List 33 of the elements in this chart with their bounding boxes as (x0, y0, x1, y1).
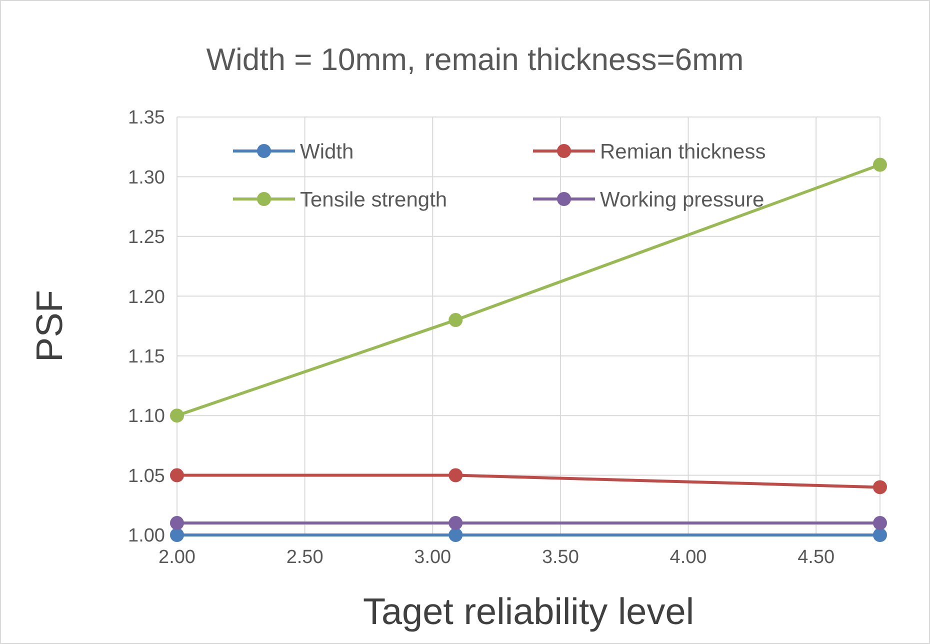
x-tick-label: 4.50 (798, 547, 835, 568)
point (873, 480, 887, 494)
point (448, 516, 463, 530)
x-tick-label: 2.50 (286, 547, 324, 568)
legend-label: Working pressure (600, 188, 764, 212)
point (873, 158, 887, 172)
legend-label: Remian thickness (600, 140, 766, 164)
point (448, 313, 463, 328)
y-tick-label: 1.30 (128, 167, 165, 188)
y-tick-label: 1.20 (128, 286, 165, 308)
chart-title: Width = 10mm, remain thickness=6mm (206, 42, 744, 77)
point (170, 528, 184, 542)
x-tick-label: 4.00 (670, 547, 707, 568)
y-tick-label: 1.25 (128, 227, 165, 248)
x-axis-title: Taget reliability level (362, 591, 694, 632)
y-tick-label: 1.35 (128, 108, 165, 129)
legend-label: Tensile strength (300, 188, 448, 212)
point (448, 468, 463, 482)
y-axis-title: PSF (29, 290, 70, 362)
point (873, 516, 887, 530)
y-tick-label: 1.10 (128, 406, 165, 428)
x-tick-label: 2.00 (158, 547, 196, 568)
point (448, 528, 463, 542)
point (170, 468, 184, 482)
legend-label: Width (300, 140, 354, 164)
x-tick-label: 3.50 (542, 547, 579, 568)
y-tick-label: 1.05 (128, 466, 165, 487)
point (170, 408, 184, 423)
y-tick-label: 1.00 (128, 526, 165, 547)
y-tick-label: 1.15 (128, 346, 165, 368)
point (170, 516, 184, 530)
x-tick-label: 3.00 (414, 547, 452, 568)
point (873, 528, 887, 542)
